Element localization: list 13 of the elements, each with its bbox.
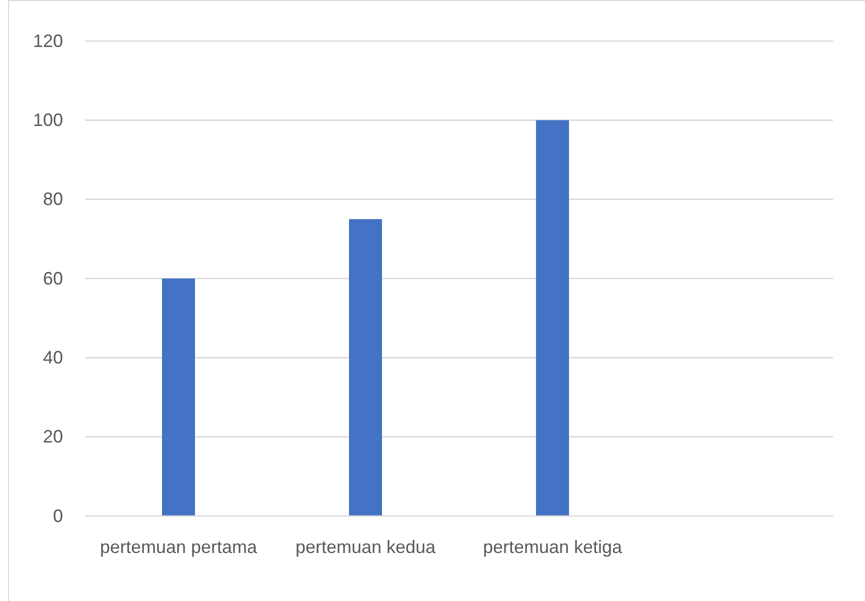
y-tick-label: 20 xyxy=(42,426,63,447)
y-tick-label: 40 xyxy=(42,347,63,368)
y-tick-label: 0 xyxy=(52,506,63,526)
bar xyxy=(349,219,382,516)
bar xyxy=(536,120,569,516)
y-tick-label: 60 xyxy=(42,268,63,288)
y-tick-label: 100 xyxy=(32,110,63,130)
x-tick-label: pertemuan kedua xyxy=(295,536,437,557)
y-tick-label: 120 xyxy=(32,30,63,51)
bar xyxy=(162,278,195,516)
y-tick-label: 80 xyxy=(42,189,63,210)
x-tick-label: pertemuan pertama xyxy=(100,536,258,557)
x-tick-label: pertemuan ketiga xyxy=(482,536,624,557)
